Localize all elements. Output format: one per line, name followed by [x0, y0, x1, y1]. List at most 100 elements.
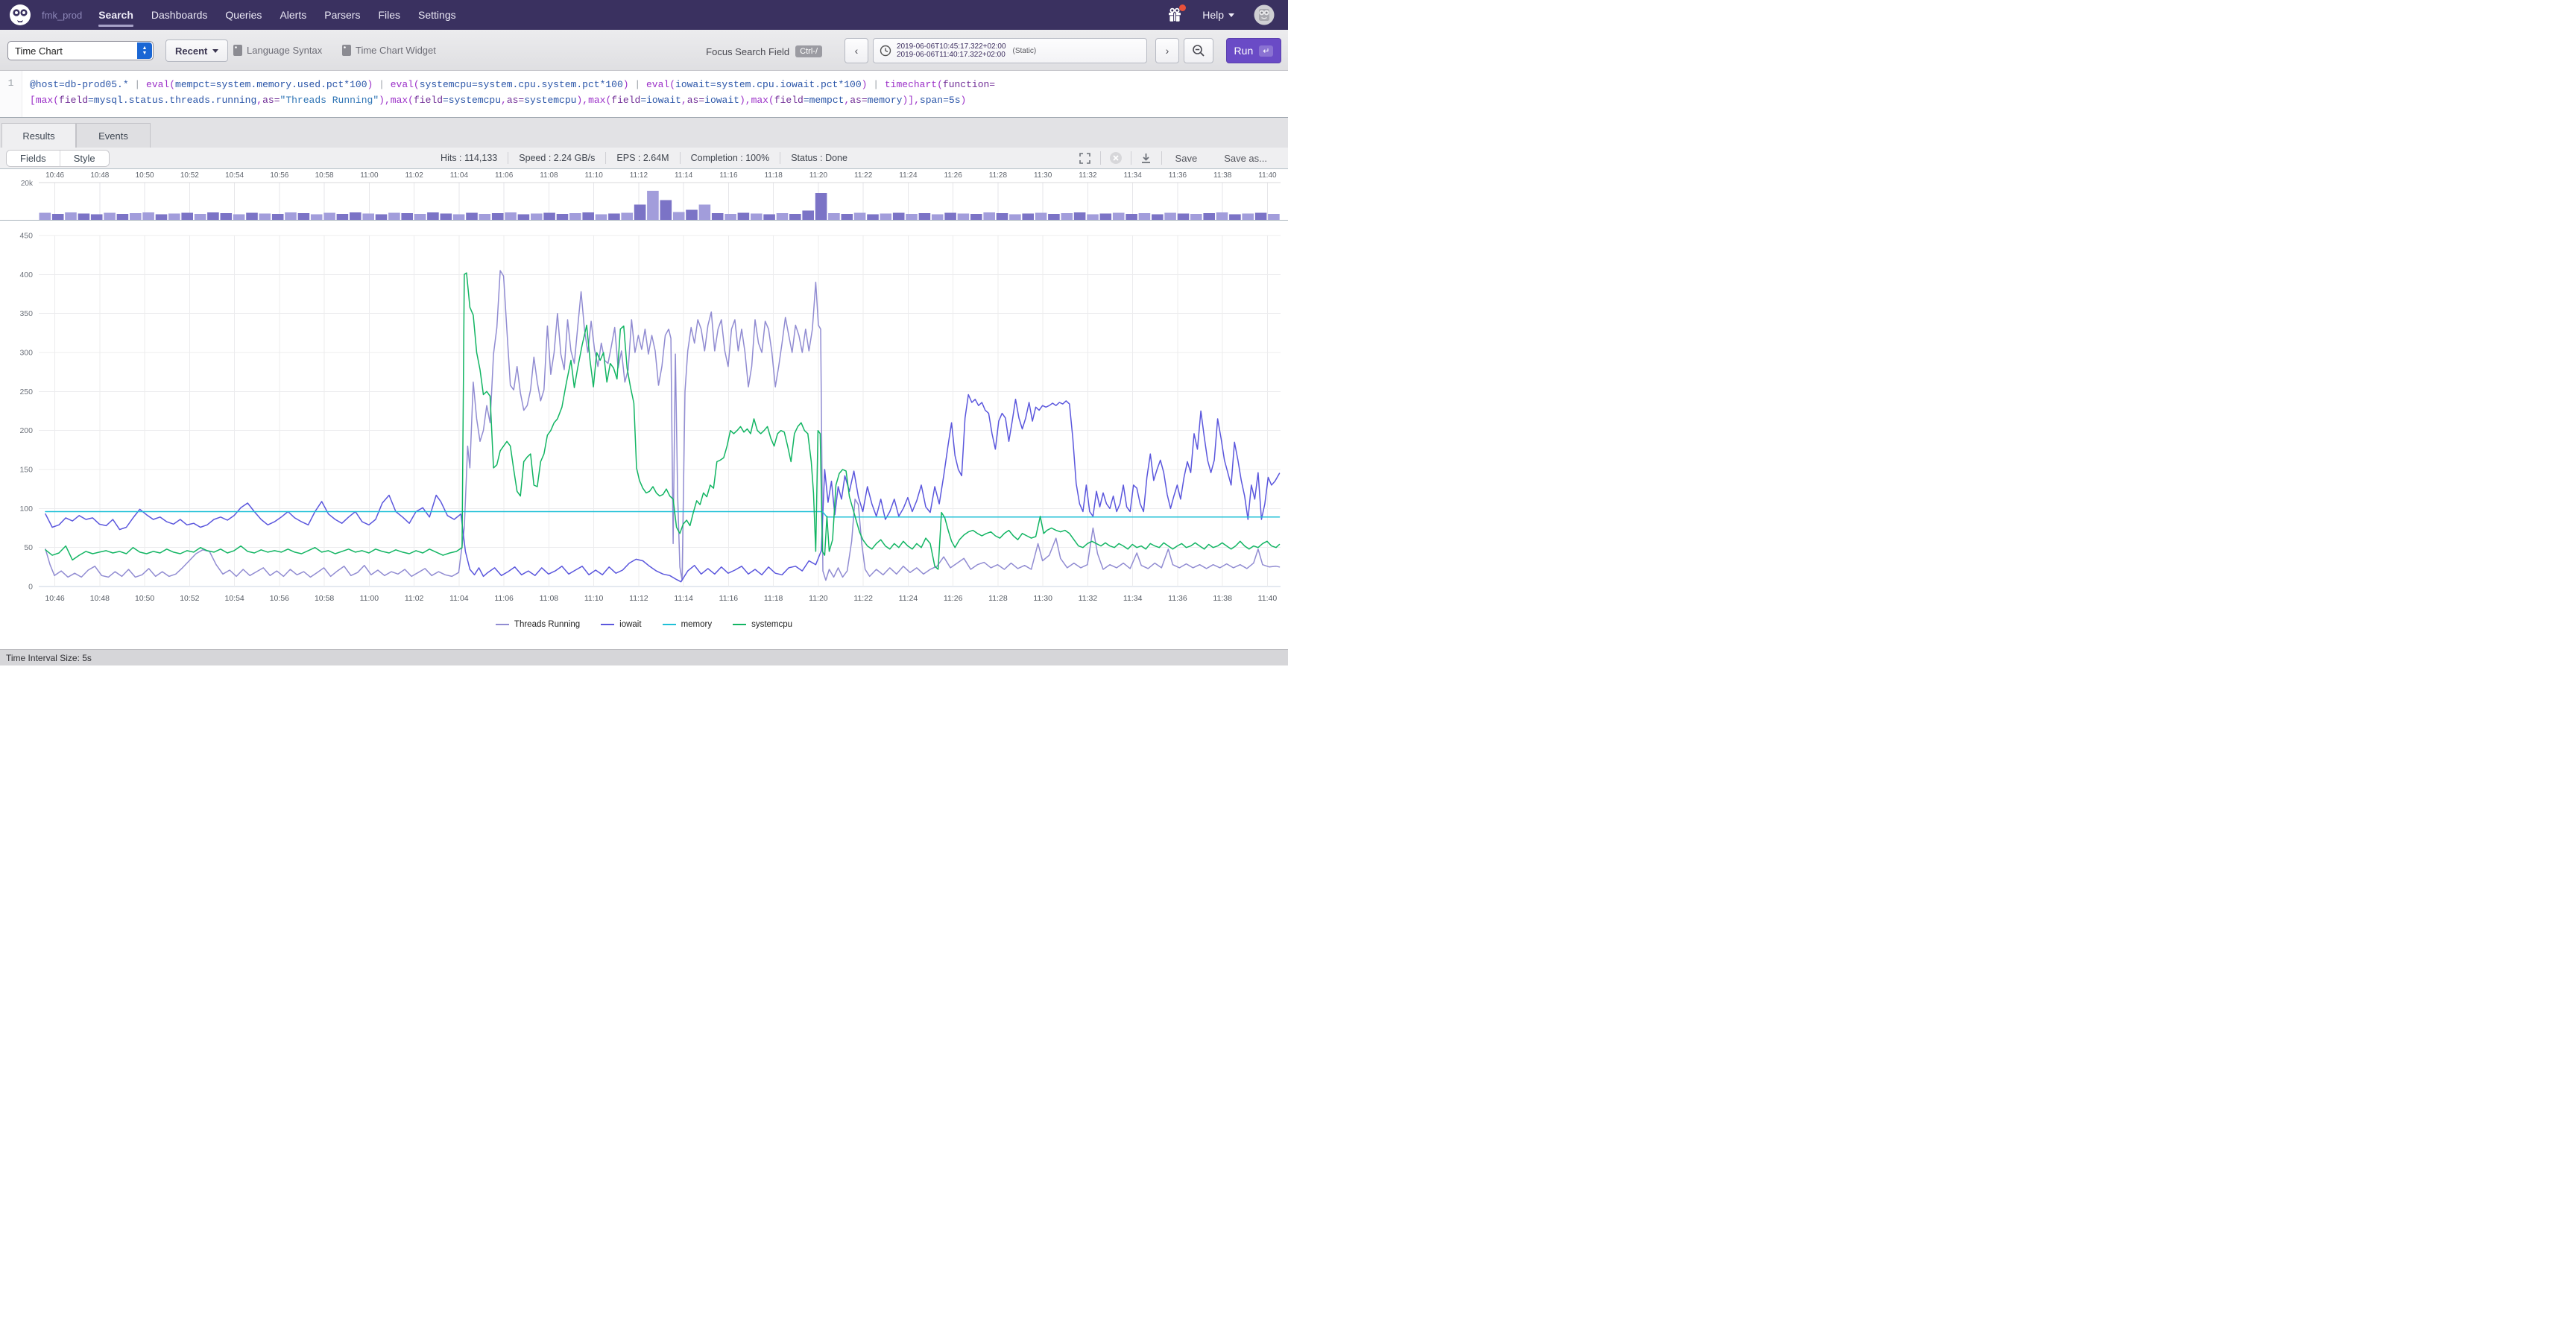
- histogram-bar[interactable]: [259, 214, 271, 221]
- histogram-bar[interactable]: [906, 214, 918, 220]
- histogram-bar[interactable]: [699, 205, 711, 221]
- histogram-bar[interactable]: [958, 214, 970, 221]
- histogram-bar[interactable]: [1074, 212, 1086, 220]
- nav-item-settings[interactable]: Settings: [418, 0, 456, 30]
- histogram-bar[interactable]: [867, 215, 879, 221]
- histogram-bar[interactable]: [479, 214, 491, 220]
- histogram-bar[interactable]: [763, 215, 775, 221]
- histogram-bar[interactable]: [207, 212, 219, 220]
- histogram-bar[interactable]: [401, 213, 413, 220]
- tab-events[interactable]: Events: [76, 123, 151, 148]
- histogram-bar[interactable]: [414, 214, 426, 220]
- histogram-bar[interactable]: [828, 213, 840, 220]
- histogram-bar[interactable]: [531, 214, 543, 221]
- time-range-button[interactable]: 2019-06-06T10:45:17.322+02:00 2019-06-06…: [873, 38, 1147, 63]
- histogram-bar[interactable]: [724, 214, 736, 220]
- histogram-bar[interactable]: [1009, 215, 1021, 221]
- histogram-bar[interactable]: [221, 213, 233, 220]
- histogram-bar[interactable]: [1061, 213, 1073, 220]
- histogram-bar[interactable]: [608, 214, 620, 221]
- histogram-bar[interactable]: [1268, 214, 1280, 220]
- histogram-bar[interactable]: [738, 213, 750, 221]
- histogram-bar[interactable]: [1255, 213, 1267, 221]
- histogram-bar[interactable]: [246, 213, 258, 221]
- histogram-bar[interactable]: [557, 214, 569, 220]
- event-histogram-minimap[interactable]: 10:4610:4810:5010:5210:5410:5610:5811:00…: [0, 169, 1288, 221]
- histogram-bar[interactable]: [518, 215, 530, 221]
- language-syntax-link[interactable]: Language Syntax: [233, 45, 322, 56]
- histogram-bar[interactable]: [712, 213, 724, 220]
- humio-owl-logo-icon[interactable]: [9, 4, 31, 26]
- nav-item-dashboards[interactable]: Dashboards: [151, 0, 208, 30]
- histogram-bar[interactable]: [311, 215, 323, 221]
- fullscreen-button[interactable]: [1070, 153, 1100, 164]
- histogram-bar[interactable]: [181, 213, 193, 221]
- nav-item-search[interactable]: Search: [98, 0, 133, 30]
- histogram-bar[interactable]: [854, 213, 866, 221]
- nav-item-parsers[interactable]: Parsers: [324, 0, 360, 30]
- histogram-bar[interactable]: [647, 191, 659, 220]
- histogram-bar[interactable]: [1035, 213, 1047, 221]
- histogram-bar[interactable]: [1022, 214, 1034, 221]
- legend-item-threads-running[interactable]: Threads Running: [496, 620, 580, 629]
- histogram-bar[interactable]: [1242, 214, 1254, 221]
- histogram-bar[interactable]: [1229, 215, 1241, 221]
- legend-item-memory[interactable]: memory: [663, 620, 713, 629]
- time-forward-button[interactable]: ›: [1155, 38, 1179, 63]
- histogram-bar[interactable]: [65, 212, 77, 220]
- zoom-out-time-button[interactable]: [1184, 38, 1213, 63]
- histogram-bar[interactable]: [350, 212, 362, 220]
- time-chart-widget-link[interactable]: Time Chart Widget: [342, 45, 436, 56]
- histogram-bar[interactable]: [285, 212, 297, 220]
- style-button[interactable]: Style: [60, 151, 109, 166]
- histogram-bar[interactable]: [1113, 213, 1125, 221]
- histogram-bar[interactable]: [944, 213, 956, 221]
- histogram-bar[interactable]: [1164, 213, 1176, 221]
- histogram-bar[interactable]: [802, 211, 814, 221]
- histogram-bar[interactable]: [880, 214, 892, 221]
- histogram-bar[interactable]: [1087, 215, 1099, 221]
- legend-item-iowait[interactable]: iowait: [601, 620, 641, 629]
- histogram-bar[interactable]: [1139, 213, 1151, 220]
- histogram-bar[interactable]: [919, 213, 931, 220]
- histogram-bar[interactable]: [621, 213, 633, 221]
- time-back-button[interactable]: ‹: [845, 38, 868, 63]
- histogram-bar[interactable]: [983, 212, 995, 220]
- view-type-select[interactable]: Time Chart ▲▼: [7, 41, 154, 60]
- histogram-bar[interactable]: [323, 213, 335, 221]
- histogram-bar[interactable]: [1100, 214, 1112, 221]
- histogram-bar[interactable]: [1190, 214, 1202, 220]
- histogram-bar[interactable]: [1178, 214, 1190, 221]
- histogram-bar[interactable]: [842, 214, 853, 220]
- histogram-bar[interactable]: [466, 213, 478, 221]
- histogram-bar[interactable]: [932, 215, 944, 221]
- histogram-bar[interactable]: [40, 213, 51, 221]
- query-text[interactable]: @host=db-prod05.* | eval(mempct=system.m…: [22, 71, 995, 117]
- legend-item-systemcpu[interactable]: systemcpu: [733, 620, 792, 629]
- histogram-bar[interactable]: [130, 213, 142, 220]
- histogram-bar[interactable]: [272, 214, 284, 220]
- help-menu[interactable]: Help: [1202, 9, 1234, 21]
- query-editor[interactable]: 1 @host=db-prod05.* | eval(mempct=system…: [0, 71, 1288, 118]
- histogram-bar[interactable]: [893, 213, 905, 221]
- histogram-bar[interactable]: [104, 213, 116, 221]
- histogram-bar[interactable]: [195, 214, 206, 220]
- whats-new-gift-icon[interactable]: [1167, 7, 1183, 23]
- histogram-bar[interactable]: [1048, 214, 1060, 220]
- histogram-bar[interactable]: [686, 210, 698, 221]
- histogram-bar[interactable]: [441, 214, 452, 221]
- histogram-bar[interactable]: [660, 200, 672, 221]
- histogram-bar[interactable]: [596, 215, 607, 221]
- histogram-bar[interactable]: [376, 215, 388, 221]
- histogram-bar[interactable]: [91, 215, 103, 221]
- histogram-bar[interactable]: [505, 212, 517, 220]
- cancel-search-button[interactable]: [1101, 151, 1131, 165]
- histogram-bar[interactable]: [388, 213, 400, 221]
- fields-button[interactable]: Fields: [7, 151, 60, 166]
- histogram-bar[interactable]: [1216, 212, 1228, 220]
- histogram-bar[interactable]: [298, 213, 310, 220]
- histogram-bar[interactable]: [492, 213, 504, 220]
- histogram-bar[interactable]: [777, 213, 789, 220]
- repository-name[interactable]: fmk_prod: [42, 10, 82, 21]
- histogram-bar[interactable]: [815, 193, 827, 220]
